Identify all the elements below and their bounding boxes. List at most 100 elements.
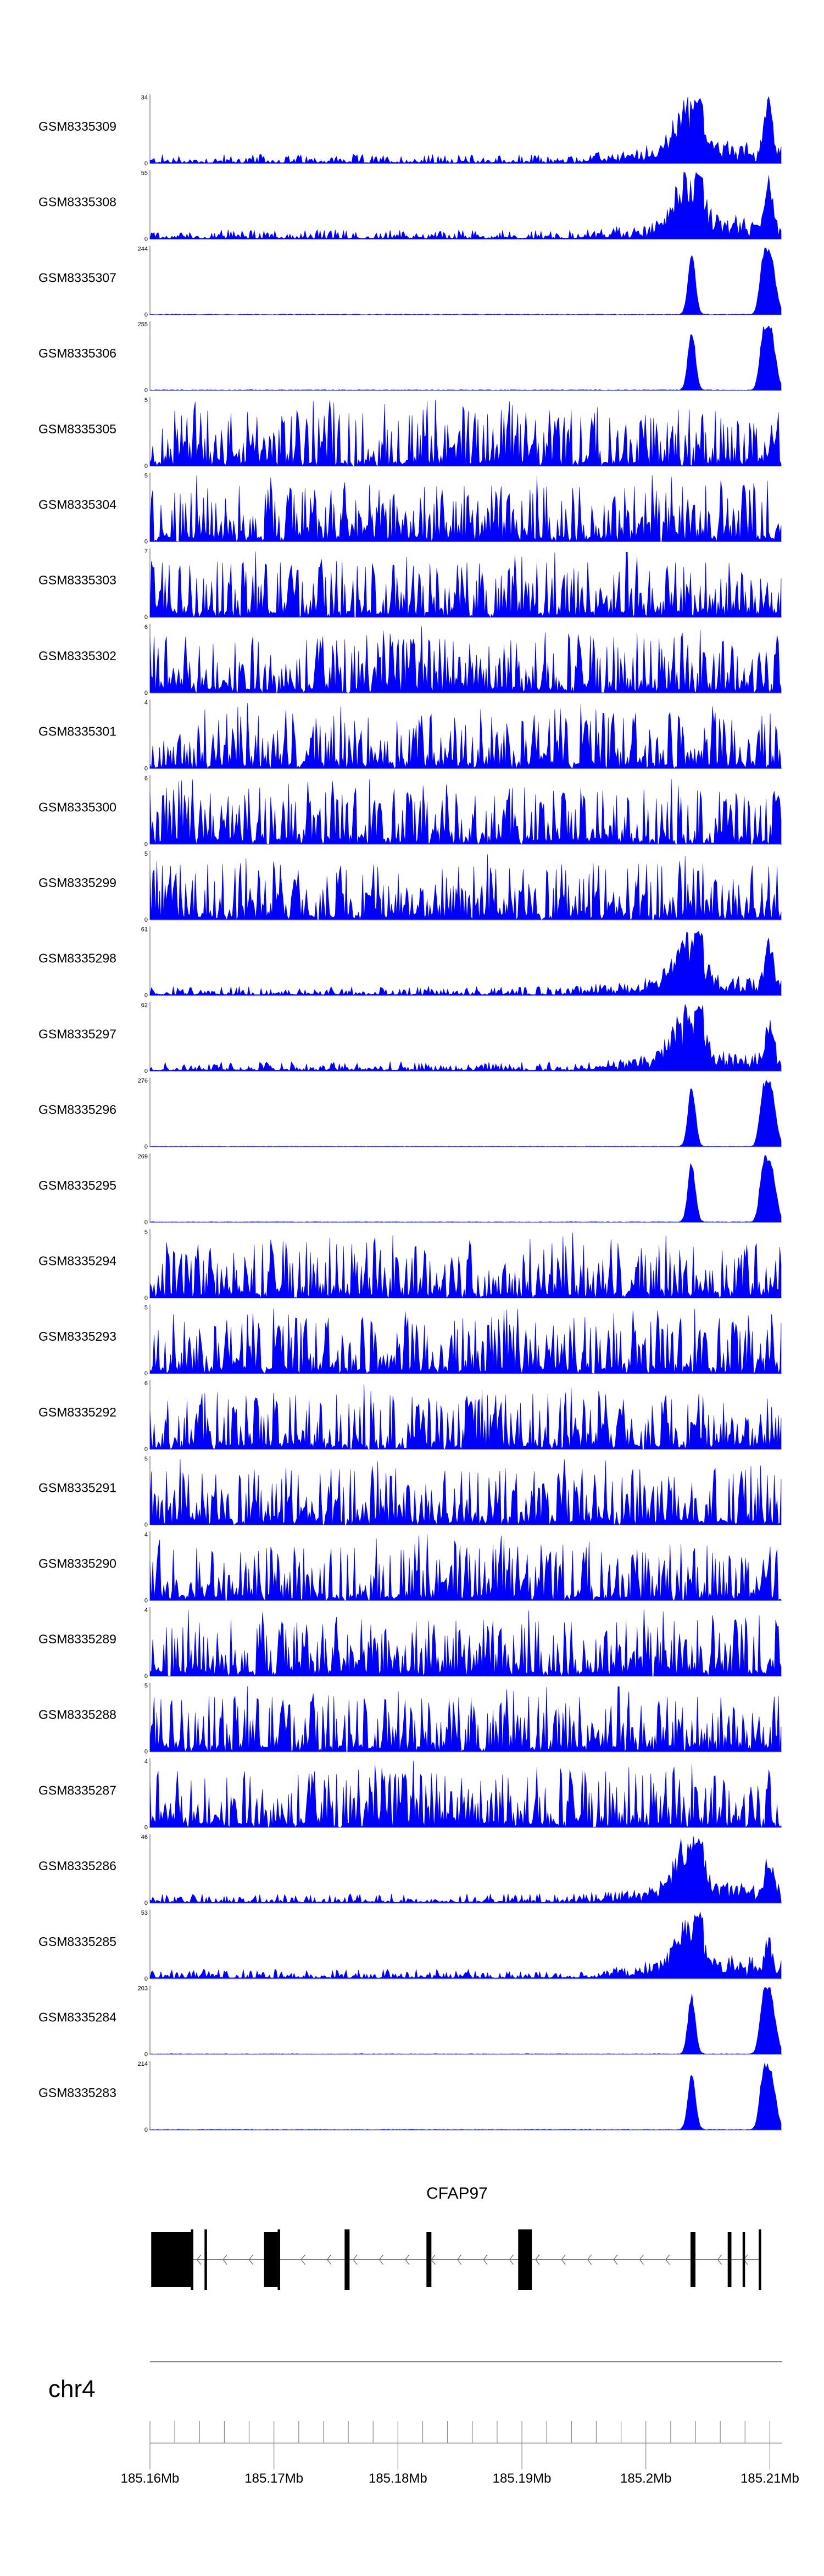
exon <box>759 2229 761 2290</box>
track-ymin-label: 0 <box>144 841 148 847</box>
coverage-area <box>149 1911 782 1980</box>
exon <box>191 2229 193 2290</box>
track-ymin-label: 0 <box>144 1370 148 1377</box>
track-ymin-label: 0 <box>144 1976 148 1982</box>
track-label: GSM8335286 <box>38 1859 116 1873</box>
gene-label: CFAP97 <box>426 2184 488 2203</box>
track-ymax-label: 4 <box>144 1531 148 1538</box>
exon <box>264 2232 278 2287</box>
chromosome-ideogram: chr4 <box>48 2361 782 2402</box>
exon <box>426 2232 432 2287</box>
track-label: GSM8335306 <box>38 346 116 360</box>
axis-tick-label: 185.21Mb <box>741 2471 799 2486</box>
track-ymax-label: 4 <box>144 1607 148 1614</box>
track-ymin-label: 0 <box>144 1522 148 1529</box>
track-GSM8335299: GSM8335299 5 0 <box>38 851 782 923</box>
coverage-area <box>149 172 782 239</box>
track-ymin-label: 0 <box>144 539 148 545</box>
track-label: GSM8335284 <box>38 2010 116 2025</box>
track-GSM8335309: GSM8335309 34 0 <box>38 94 782 167</box>
track-ymax-label: 255 <box>138 321 148 328</box>
exon <box>344 2229 350 2290</box>
track-GSM8335305: GSM8335305 5 0 <box>38 397 782 470</box>
axis-tick-label: 185.19Mb <box>493 2471 552 2486</box>
track-ymax-label: 5 <box>144 851 148 857</box>
track-label: GSM8335288 <box>38 1708 116 1722</box>
track-label: GSM8335309 <box>38 119 116 133</box>
exon <box>151 2232 191 2287</box>
track-ymin-label: 0 <box>144 1597 148 1604</box>
track-GSM8335291: GSM8335291 5 0 <box>38 1456 782 1529</box>
track-ymax-label: 6 <box>144 775 148 782</box>
strand-arrow <box>483 2254 488 2265</box>
track-label: GSM8335290 <box>38 1556 116 1570</box>
coverage-area <box>149 96 782 164</box>
coverage-area <box>149 1534 782 1602</box>
coverage-area <box>149 1836 782 1904</box>
strand-arrow <box>509 2254 514 2265</box>
coverage-area <box>149 475 782 543</box>
track-ymax-label: 62 <box>141 1002 148 1008</box>
track-ymax-label: 4 <box>144 1758 148 1765</box>
track-ymax-label: 6 <box>144 624 148 631</box>
track-ymax-label: 4 <box>144 700 148 706</box>
strand-arrow <box>222 2254 227 2265</box>
coverage-area <box>149 1987 782 2055</box>
track-label: GSM8335293 <box>38 1329 116 1343</box>
track-ymin-label: 0 <box>144 236 148 243</box>
track-label: GSM8335296 <box>38 1102 116 1117</box>
track-GSM8335289: GSM8335289 4 0 <box>38 1607 782 1680</box>
track-label: GSM8335305 <box>38 422 116 436</box>
track-GSM8335301: GSM8335301 4 0 <box>38 699 782 772</box>
track-ymin-label: 0 <box>144 1068 148 1074</box>
track-GSM8335292: GSM8335292 6 0 <box>38 1380 782 1453</box>
track-label: GSM8335303 <box>38 573 116 587</box>
track-label: GSM8335301 <box>38 724 116 739</box>
track-label: GSM8335294 <box>38 1254 116 1268</box>
track-GSM8335287: GSM8335287 4 0 <box>38 1758 782 1831</box>
track-GSM8335293: GSM8335293 5 0 <box>38 1304 782 1377</box>
track-label: GSM8335283 <box>38 2086 116 2100</box>
track-ymin-label: 0 <box>144 690 148 696</box>
track-ymin-label: 0 <box>144 2051 148 2058</box>
strand-arrow <box>378 2254 383 2265</box>
strand-arrow <box>197 2254 202 2265</box>
track-ymax-label: 5 <box>144 1304 148 1311</box>
axis-tick-label: 185.16Mb <box>121 2471 180 2486</box>
track-ymax-label: 244 <box>138 246 148 252</box>
track-ymax-label: 5 <box>144 473 148 479</box>
coverage-area <box>149 1155 782 1223</box>
track-ymin-label: 0 <box>144 1749 148 1755</box>
track-ymax-label: 5 <box>144 1456 148 1463</box>
track-ymax-label: 53 <box>141 1910 148 1916</box>
coverage-area <box>149 930 782 996</box>
axis-tick-label: 185.17Mb <box>244 2471 303 2486</box>
coverage-area <box>149 1233 782 1299</box>
track-GSM8335300: GSM8335300 6 0 <box>38 775 782 847</box>
track-ymax-label: 5 <box>144 1229 148 1236</box>
track-ymax-label: 55 <box>141 170 148 177</box>
track-ymin-label: 0 <box>144 917 148 923</box>
strand-arrow <box>665 2254 670 2265</box>
track-ymin-label: 0 <box>144 1673 148 1680</box>
track-ymax-label: 5 <box>144 1683 148 1690</box>
track-GSM8335286: GSM8335286 46 0 <box>38 1834 782 1906</box>
track-GSM8335288: GSM8335288 5 0 <box>38 1682 782 1755</box>
coverage-area <box>149 2063 782 2131</box>
strand-arrow <box>613 2254 618 2265</box>
exon <box>518 2229 532 2290</box>
track-label: GSM8335299 <box>38 876 116 890</box>
track-label: GSM8335292 <box>38 1405 116 1419</box>
coverage-area <box>149 1609 782 1677</box>
track-GSM8335308: GSM8335308 55 0 <box>38 170 782 243</box>
coverage-tracks: GSM8335309340GSM8335308550GSM83353072440… <box>38 94 782 2133</box>
track-label: GSM8335297 <box>38 1027 116 1041</box>
track-ymin-label: 0 <box>144 1824 148 1831</box>
strand-arrow <box>587 2254 592 2265</box>
track-ymin-label: 0 <box>144 160 148 167</box>
coverage-area <box>149 626 782 694</box>
exon <box>727 2232 732 2287</box>
track-ymin-label: 0 <box>144 387 148 394</box>
track-ymax-label: 203 <box>138 1986 148 1992</box>
